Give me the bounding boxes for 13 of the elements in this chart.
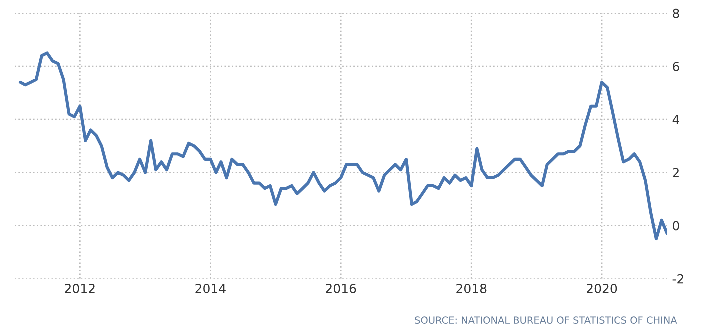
y-tick-label: 6 [673,62,680,72]
source-note: SOURCE: NATIONAL BUREAU OF STATISTICS OF CHINA [415,316,678,324]
y-tick-label: 4 [672,115,680,124]
x-tick-label: 2012 [65,284,95,294]
x-tick-label: 2020 [587,284,618,294]
y-tick-label: 2 [673,168,679,178]
y-tick-label: -2 [672,274,684,284]
line-series [18,52,668,241]
y-tick-label: 8 [673,8,680,18]
y-tick-label: 0 [673,221,680,231]
x-tick-label: 2016 [326,284,356,294]
x-tick-label: 2018 [456,284,487,294]
x-tick-label: 2014 [196,284,226,294]
